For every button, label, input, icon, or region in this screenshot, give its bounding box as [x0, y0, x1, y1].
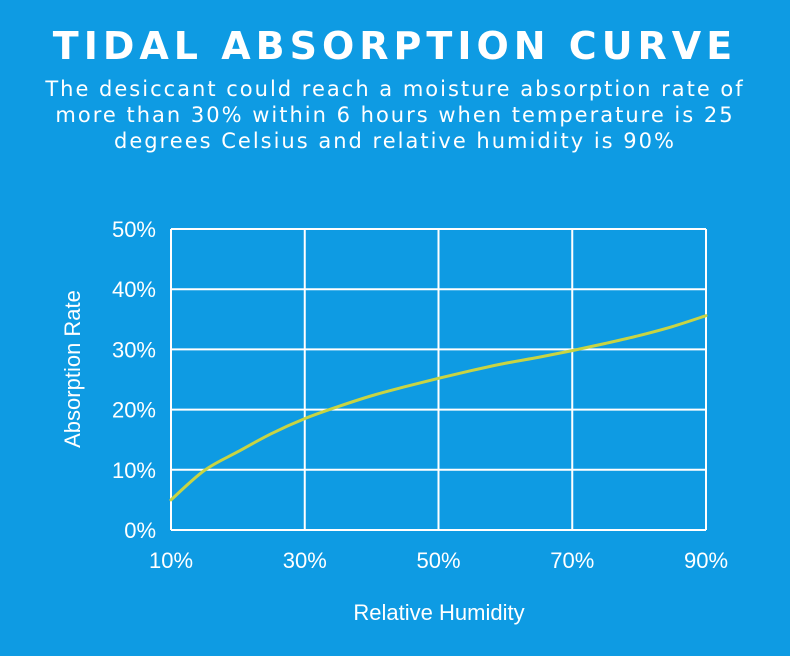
- x-tick-label: 90%: [684, 548, 728, 573]
- y-axis-label: Absorption Rate: [60, 290, 85, 448]
- chart-title: TIDAL ABSORPTION CURVE: [52, 24, 738, 68]
- y-tick-label: 50%: [112, 217, 156, 242]
- series-line: [169, 314, 708, 502]
- y-tick-label: 0%: [124, 518, 156, 543]
- x-tick-label: 70%: [550, 548, 594, 573]
- chart-series: [169, 314, 708, 502]
- x-tick-label: 30%: [283, 548, 327, 573]
- y-tick-label: 30%: [112, 337, 156, 362]
- y-tick-label: 40%: [112, 277, 156, 302]
- x-tick-label: 10%: [149, 548, 193, 573]
- chart-subtitle: The desiccant could reach a moisture abs…: [45, 77, 745, 153]
- x-tick-label: 50%: [416, 548, 460, 573]
- x-axis-label: Relative Humidity: [353, 600, 524, 625]
- y-tick-label: 10%: [112, 458, 156, 483]
- chart-ticks: 10% 30% 50% 70% 90% 0% 10% 20% 30% 40% 50%: [112, 217, 728, 573]
- chart-grid: [170, 228, 707, 531]
- y-tick-label: 20%: [112, 398, 156, 423]
